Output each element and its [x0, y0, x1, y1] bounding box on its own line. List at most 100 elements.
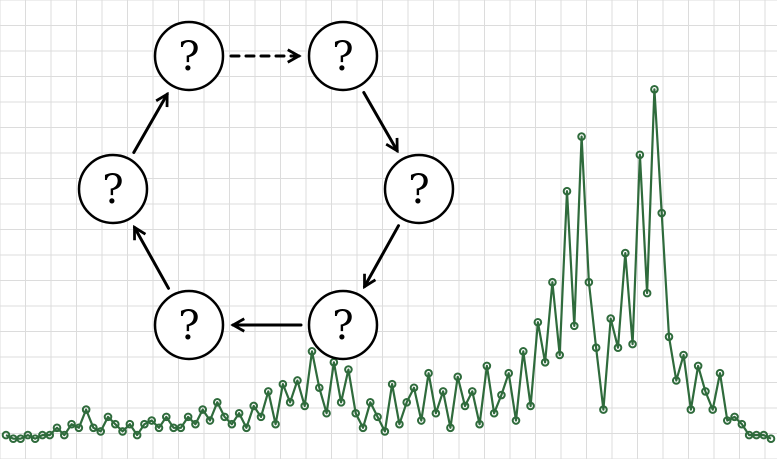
node-circle: [307, 289, 379, 361]
data-point: [96, 427, 106, 436]
data-point: [475, 419, 484, 429]
data-point: [511, 416, 521, 425]
data-point: [271, 419, 280, 429]
data-point: [431, 408, 441, 418]
data-point: [540, 357, 550, 367]
data-point: [89, 423, 98, 433]
node-label: ?: [178, 303, 199, 349]
node-label: ?: [178, 34, 199, 80]
data-point: [730, 412, 739, 422]
data-point: [737, 419, 747, 429]
data-point: [424, 368, 433, 378]
data-point: [234, 408, 244, 418]
data-point: [300, 401, 310, 411]
data-point: [1, 430, 11, 440]
data-point: [395, 419, 404, 429]
node-top-left: ?: [153, 20, 225, 92]
data-point: [16, 434, 25, 444]
cycle-nodes: ? ? ? ? ?: [77, 20, 455, 361]
data-point: [118, 427, 127, 436]
node-left: ?: [77, 153, 149, 225]
data-point: [766, 434, 776, 444]
data-point: [59, 430, 69, 440]
data-point: [45, 430, 55, 440]
data-point: [701, 387, 710, 396]
data-point: [380, 427, 390, 436]
cycle-diagram: ? ? ? ? ?: [77, 20, 455, 361]
edge-bottom-left-to-left: [133, 227, 170, 290]
data-point: [482, 361, 492, 371]
data-point: [198, 405, 208, 414]
data-point: [263, 387, 273, 396]
data-point: [409, 383, 419, 393]
data-point: [453, 372, 463, 382]
node-label: ?: [332, 34, 353, 80]
data-point: [242, 423, 251, 433]
data-point: [278, 379, 288, 389]
node-circle: [153, 20, 225, 92]
data-point: [81, 405, 91, 414]
node-circle: [307, 20, 379, 92]
data-point: [293, 376, 302, 385]
data-point: [344, 365, 353, 374]
data-point: [205, 416, 215, 425]
data-point: [497, 390, 506, 400]
node-circle: [153, 289, 225, 361]
data-point: [467, 387, 477, 396]
data-point: [161, 412, 171, 422]
data-point: [693, 361, 703, 371]
node-circle: [77, 153, 149, 225]
data-point: [628, 339, 637, 349]
data-point: [715, 368, 725, 378]
data-point: [52, 423, 62, 433]
data-point: [314, 383, 324, 393]
data-point: [555, 350, 565, 360]
node-label: ?: [332, 303, 353, 349]
data-point: [671, 376, 681, 385]
edge-left-to-top-left: [132, 94, 169, 154]
data-point: [518, 347, 528, 356]
data-point: [23, 430, 33, 440]
node-circle: [383, 153, 455, 225]
data-point: [708, 405, 718, 414]
data-point: [606, 314, 616, 323]
data-point: [30, 434, 40, 444]
data-point: [110, 419, 120, 429]
data-point: [577, 132, 586, 141]
data-point: [249, 401, 259, 411]
line-chart: [1, 84, 776, 444]
data-point: [620, 248, 630, 258]
data-point: [220, 412, 229, 422]
data-point: [548, 277, 557, 287]
series-points: [1, 84, 776, 444]
data-point: [154, 423, 164, 433]
data-point: [256, 412, 266, 422]
data-point: [759, 430, 769, 440]
data-point: [103, 412, 113, 422]
data-point: [438, 387, 448, 396]
data-point: [686, 405, 696, 414]
data-point: [307, 347, 317, 356]
node-bottom-right: ?: [307, 289, 379, 361]
data-point: [599, 405, 608, 414]
data-point: [650, 84, 659, 94]
data-point: [642, 288, 652, 298]
data-point: [147, 416, 157, 425]
data-point: [212, 398, 222, 407]
data-point: [74, 423, 84, 433]
data-point: [140, 419, 149, 429]
data-point: [402, 398, 412, 407]
data-point: [322, 408, 331, 418]
data-point: [285, 398, 295, 407]
data-point: [351, 408, 361, 418]
data-point: [446, 423, 455, 433]
data-point: [336, 398, 346, 407]
data-point: [679, 350, 688, 360]
data-point: [387, 379, 397, 389]
data-point: [132, 430, 142, 440]
data-point: [67, 419, 76, 429]
edge-right-to-bottom-right: [363, 224, 400, 287]
